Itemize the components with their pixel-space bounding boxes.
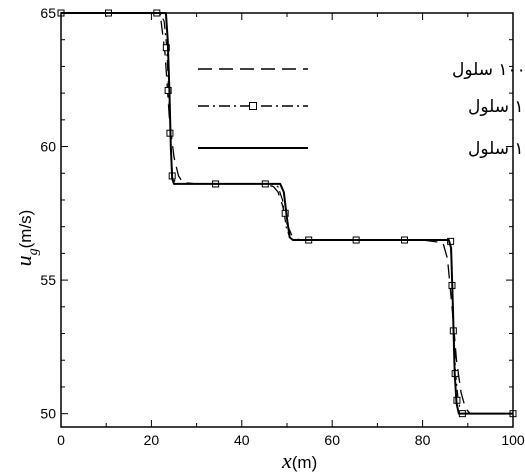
y-axis-subscript: g (26, 248, 41, 255)
x-tick-label: 20 (144, 432, 160, 448)
legend-label-10000: ۱۰۰۰۰ سلول (468, 97, 525, 117)
legend-label-1000: ۱۰۰۰ سلول (452, 60, 525, 80)
x-tick-label: 40 (234, 432, 250, 448)
legend-marker-10000 (249, 102, 257, 110)
y-tick-label: 65 (40, 5, 56, 21)
x-tick-label: 80 (415, 432, 431, 448)
x-tick-label: 0 (57, 432, 65, 448)
series-marker (162, 44, 170, 52)
x-axis-unit: (m) (292, 453, 317, 472)
y-tick-label: 50 (40, 406, 56, 422)
series-line-2 (61, 12, 513, 415)
y-tick-label: 60 (40, 139, 56, 155)
legend-label-11000: ۱۱۰۰۰ سلول (468, 139, 525, 159)
x-tick-label: 100 (501, 432, 525, 448)
legend: ۱۰۰۰ سلول ۱۰۰۰۰ سلول ۱۱۰۰۰ سلول (198, 60, 525, 159)
x-axis-symbol: x (281, 448, 292, 473)
x-axis-title: x(m) (281, 448, 317, 473)
plot-frame (60, 12, 514, 428)
y-axis-title: ug(m/s) (11, 210, 41, 267)
series-marker (164, 86, 172, 94)
y-ticks: 50 55 60 65 (40, 5, 513, 422)
y-tick-label: 55 (40, 272, 56, 288)
x-tick-label: 60 (324, 432, 340, 448)
y-axis-symbol: u (11, 255, 36, 266)
series-layer (57, 9, 517, 418)
y-axis-unit: (m/s) (16, 210, 35, 249)
